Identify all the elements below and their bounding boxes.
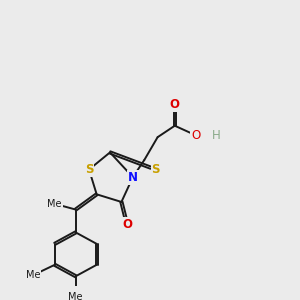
Text: O: O [122, 218, 132, 231]
Text: N: N [128, 171, 138, 184]
Text: H: H [212, 129, 221, 142]
Text: Me: Me [26, 270, 40, 280]
Text: S: S [85, 163, 93, 176]
Text: O: O [170, 98, 180, 111]
Text: Me: Me [47, 199, 62, 209]
Text: S: S [152, 163, 160, 176]
Text: Me: Me [68, 292, 83, 300]
Text: O: O [191, 129, 200, 142]
